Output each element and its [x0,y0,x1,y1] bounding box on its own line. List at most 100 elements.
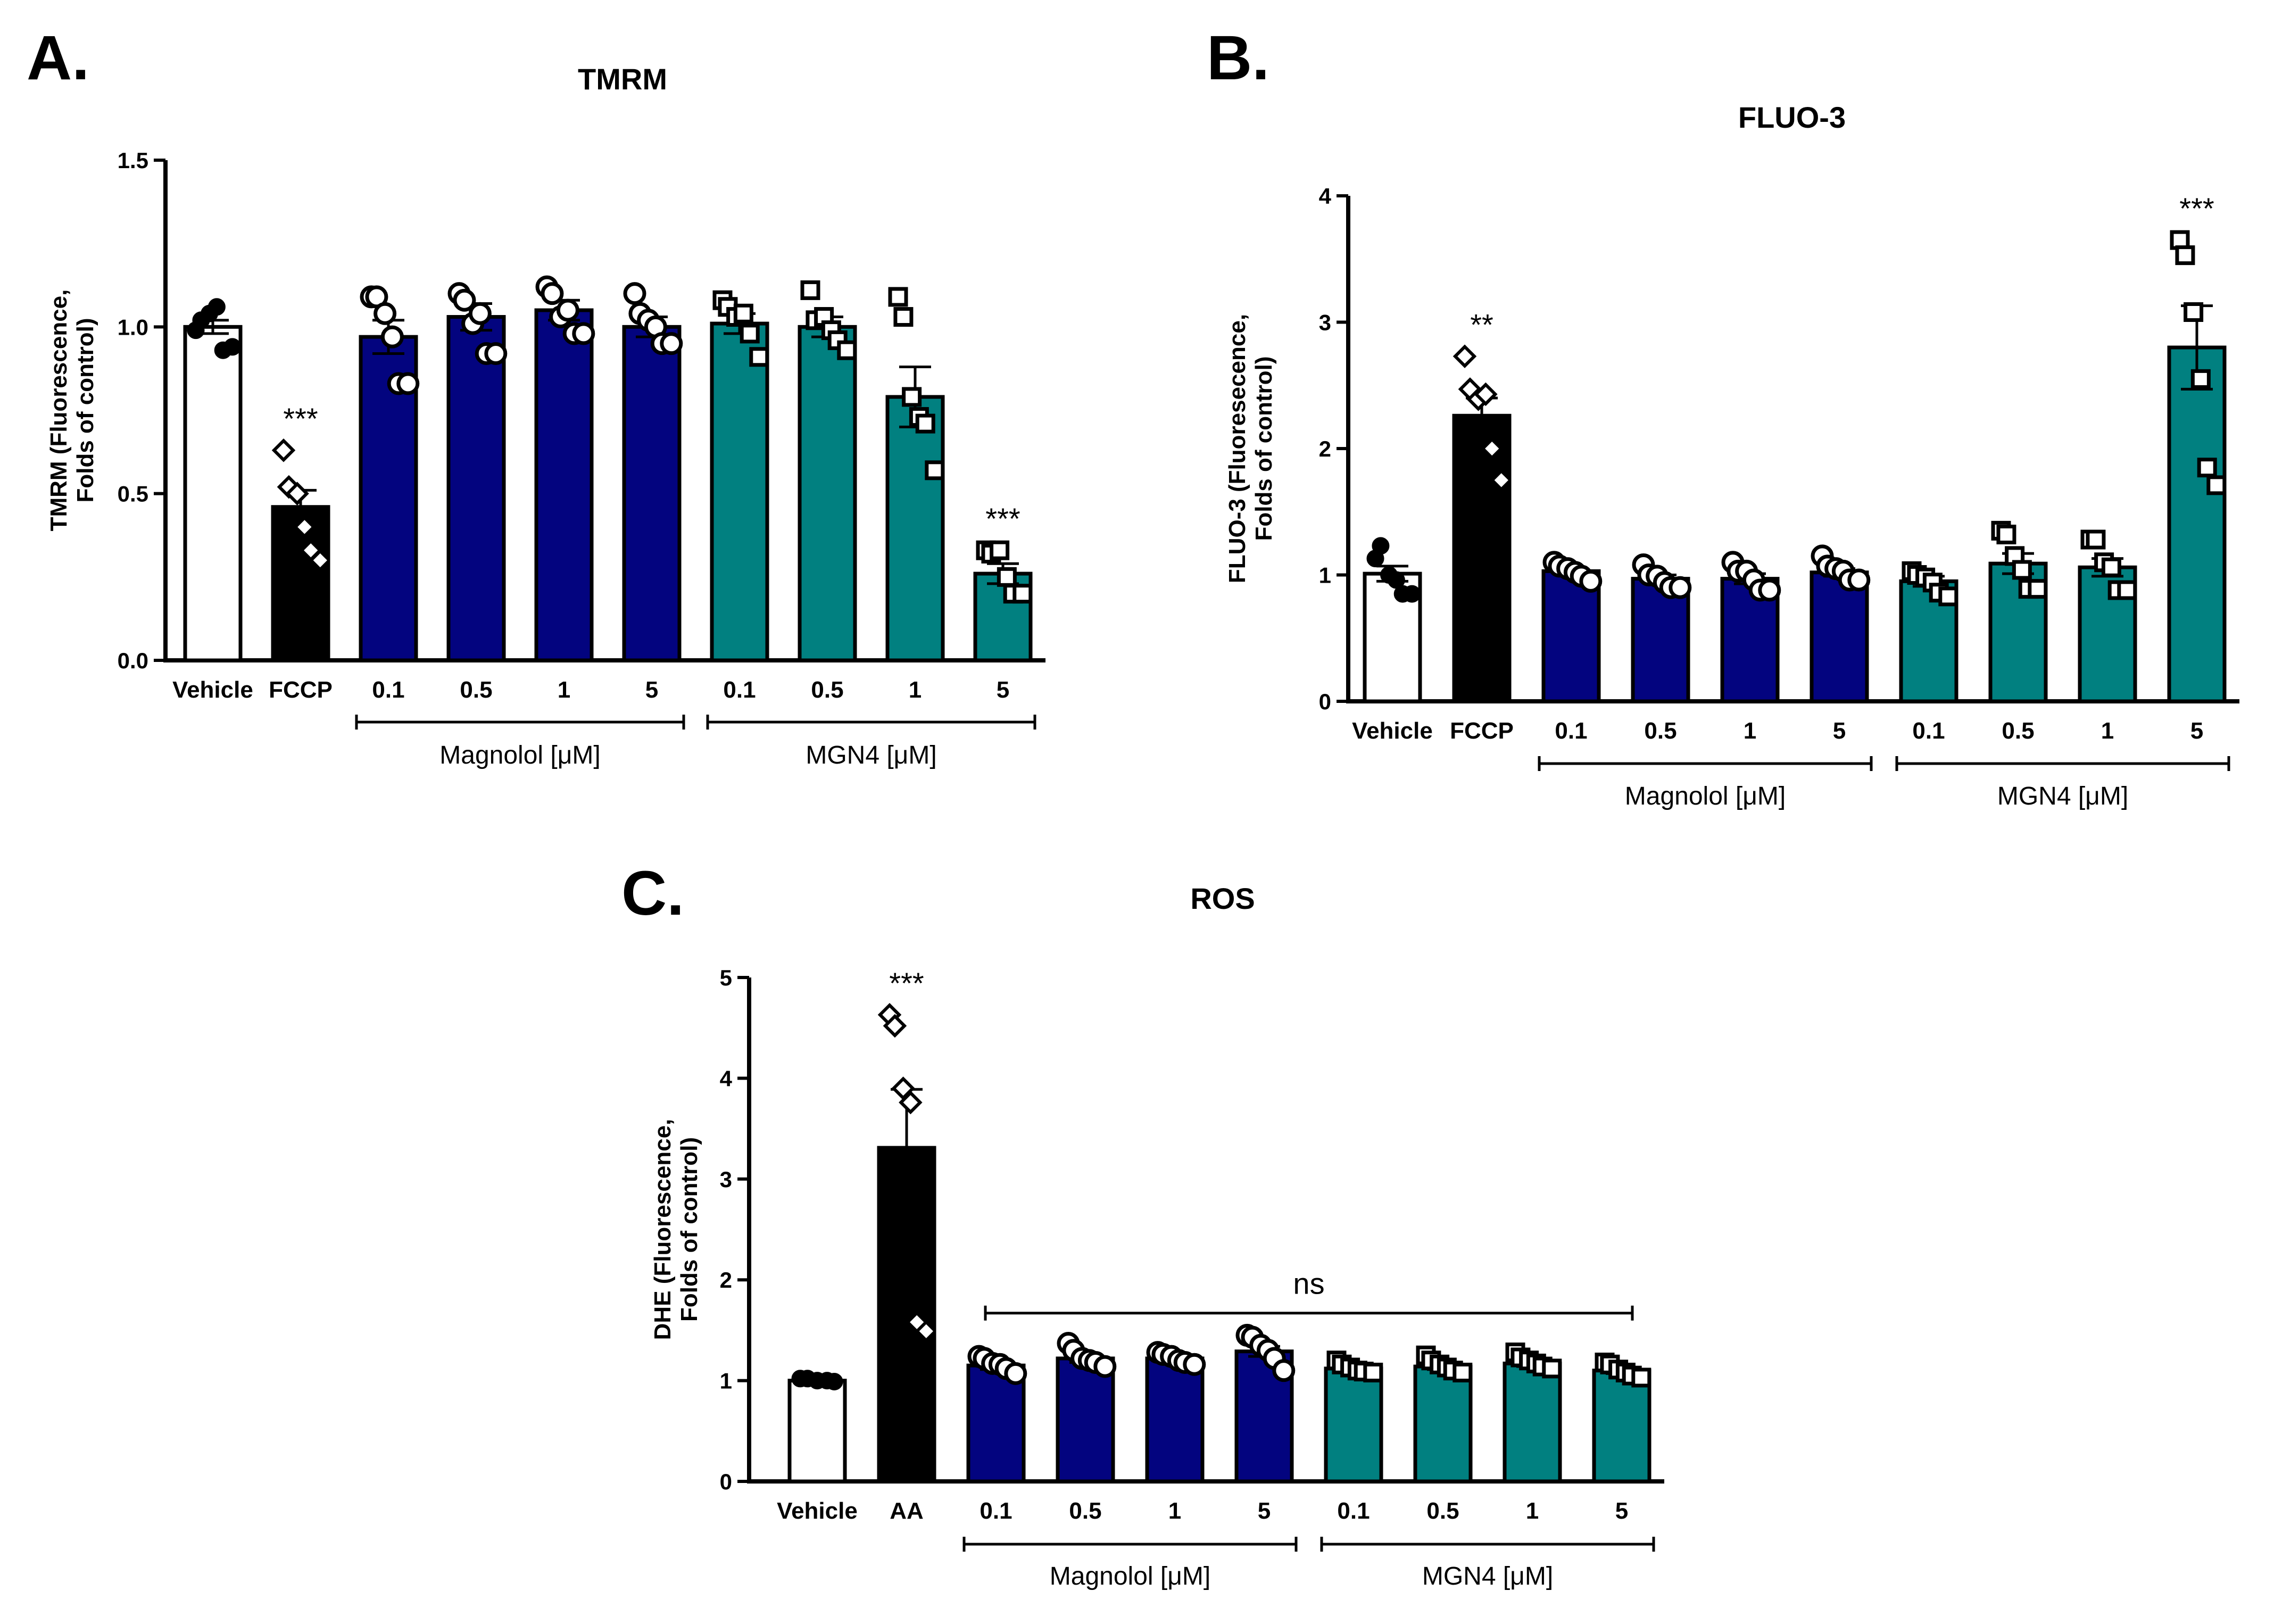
y-axis-label: FLUO-3 (Fluoresecence, [1224,314,1250,583]
data-point [2197,458,2217,478]
data-point [1847,568,1871,592]
y-tick-label: 2 [1319,436,1331,461]
data-point [899,1090,923,1115]
y-tick-label: 1.0 [118,314,148,339]
x-tick-label: 0.1 [1555,718,1587,744]
x-tick-label: 1 [558,677,570,703]
data-point [2190,369,2211,389]
panel-label-b: B. [1207,23,1269,93]
bar-mgn4-0.1 [1324,1366,1383,1484]
bar-magnolol-5 [1810,570,1869,703]
bar-magnolol-5 [622,325,682,662]
data-point [733,303,753,324]
significance-marker: *** [889,966,924,1000]
group-label: Magnolol [μM] [439,741,600,769]
data-point [2101,557,2121,577]
data-point [1012,584,1033,604]
significance-marker: *** [2179,192,2214,225]
data-point [997,567,1017,587]
group-label: MGN4 [μM] [806,741,936,769]
data-point [1669,576,1692,599]
data-point [837,340,857,360]
data-point [223,338,242,356]
bar-fccp [1452,413,1512,703]
data-point [468,302,492,325]
bar-magnolol-0.5 [446,315,506,662]
data-point [902,387,922,407]
data-point [825,1372,843,1390]
chart-panel-ros: ROS DHE (Fluorescence, Folds of control) 0 1… [650,882,1664,1590]
data-point [1372,537,1390,555]
data-point [1474,382,1498,407]
significance-marker: *** [985,502,1020,535]
data-point [271,438,296,462]
x-tick-label: Vehicle [172,677,253,703]
y-tick-label: 3 [1319,310,1331,335]
y-axis-label: Folds of control) [1251,356,1277,541]
group-label: MGN4 [μM] [1422,1562,1553,1590]
data-point [1494,473,1508,487]
data-point [893,307,914,327]
data-point [919,1324,933,1338]
x-tick-label: 0.5 [1644,718,1677,744]
data-point [304,543,318,558]
x-tick-label: 0.5 [1426,1498,1459,1524]
data-point [623,282,646,305]
ns-label: ns [1293,1267,1324,1300]
bar-mgn4-1 [2078,565,2137,703]
data-point [297,520,312,534]
data-point [453,288,476,312]
data-point [1004,1362,1027,1385]
data-point [660,332,683,355]
chart-title: FLUO-3 [1738,101,1846,134]
data-point [2184,302,2204,322]
bar-mgn4-1 [1503,1361,1562,1484]
data-point [2086,529,2106,550]
x-tick-label: 1 [2101,718,2114,744]
x-tick-label: 0.5 [460,677,492,703]
y-tick-label: 0.0 [118,648,148,673]
bar-mgn4-5 [2167,345,2227,703]
data-point [541,282,564,305]
data-point [1758,578,1781,602]
y-tick-label: 5 [720,965,732,990]
significance-marker: *** [283,402,318,435]
data-point [891,1076,915,1100]
x-tick-label: 0.5 [2002,718,2034,744]
panel-label-c: C. [621,858,684,929]
y-tick-label: 4 [1319,184,1332,209]
bar-magnolol-1 [1145,1356,1205,1484]
x-tick-label: Vehicle [777,1498,858,1524]
data-point [1453,344,1477,368]
x-tick-label: 5 [2190,718,2203,744]
y-axis-label: Folds of control) [676,1137,702,1322]
data-point [925,460,945,480]
x-tick-label: FCCP [269,677,333,703]
x-tick-label: 1 [1526,1498,1539,1524]
bar-vehicle [787,1379,847,1484]
data-point [1272,1359,1296,1382]
x-tick-label: 1 [1168,1498,1181,1524]
data-point [1093,1355,1117,1378]
group-label: MGN4 [μM] [1997,782,2128,810]
data-point [374,302,397,325]
x-tick-label: 0.1 [1337,1498,1370,1524]
data-point [883,1014,907,1038]
data-point [910,1315,924,1329]
y-tick-label: 1 [720,1369,732,1394]
data-point [1453,1362,1473,1382]
x-tick-label: AA [890,1498,924,1524]
data-point [572,322,595,345]
bar-mgn4-0.1 [710,321,769,662]
bar-mgn4-1 [885,395,945,662]
x-tick-label: 0.5 [811,677,843,703]
x-tick-label: 5 [997,677,1009,703]
data-point [285,482,309,506]
data-point [380,325,404,349]
data-point [1485,441,1499,456]
x-tick-label: 5 [1615,1498,1628,1524]
y-tick-label: 1 [1319,563,1331,588]
x-tick-label: 0.1 [372,677,404,703]
x-tick-label: 5 [1833,718,1846,744]
